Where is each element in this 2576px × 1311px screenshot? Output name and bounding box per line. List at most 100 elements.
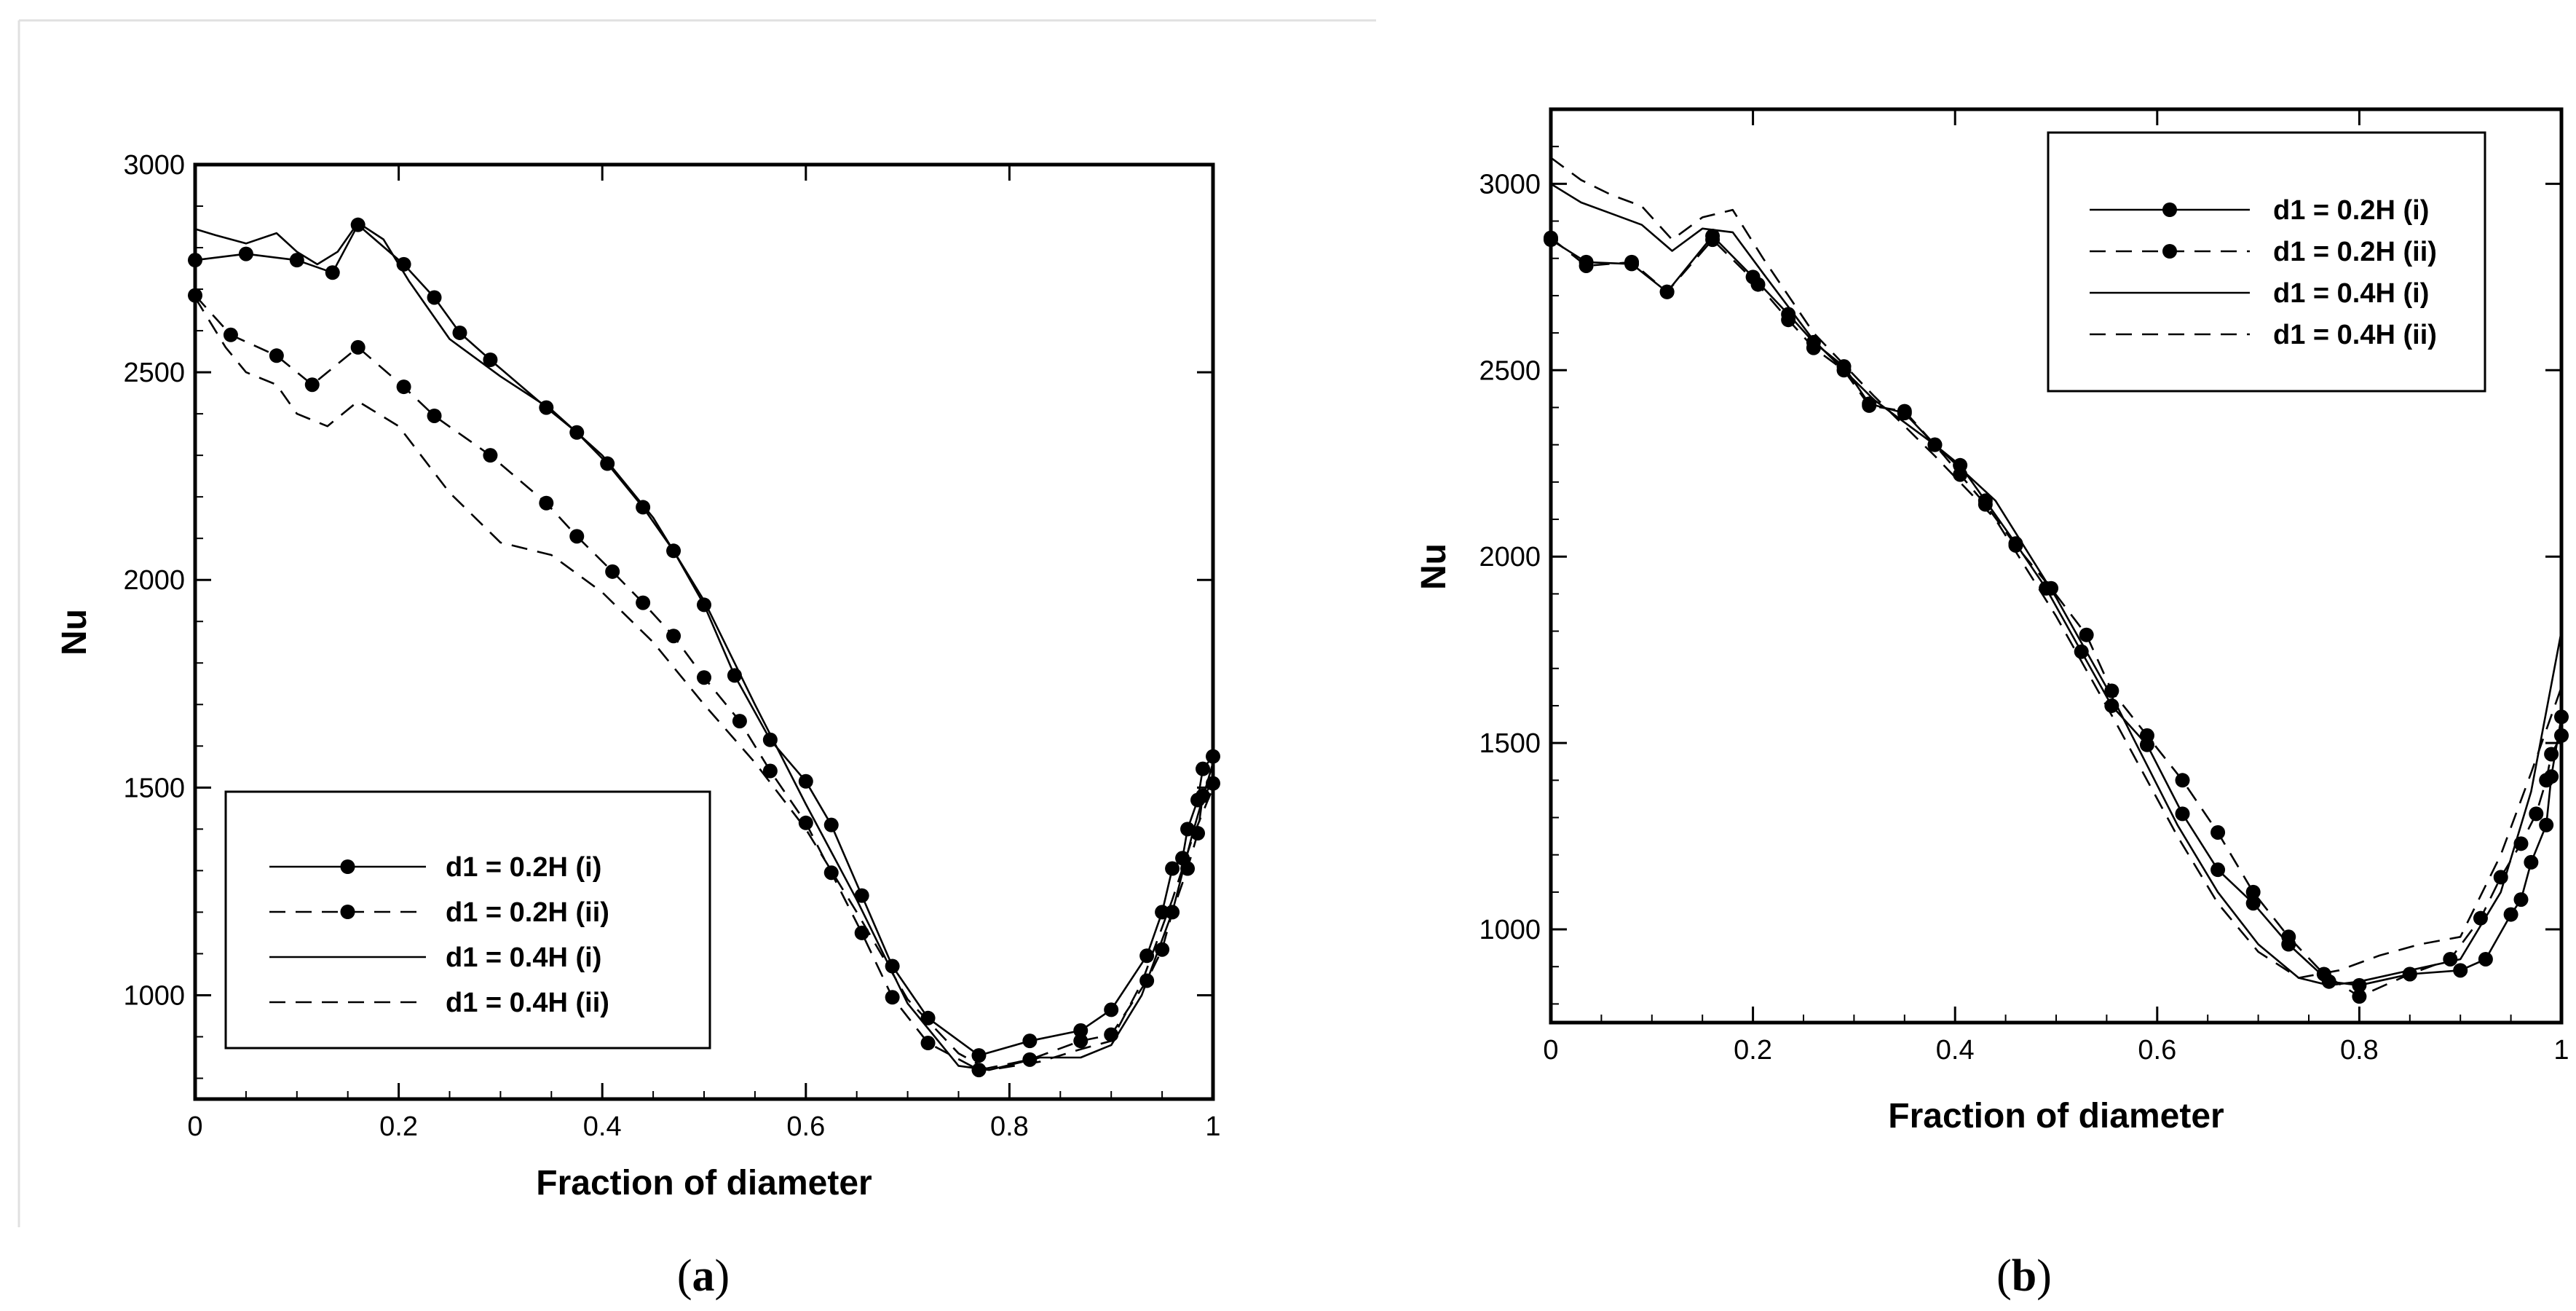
data-point <box>289 253 304 268</box>
x-tick-label: 0.8 <box>990 1111 1029 1142</box>
y-tick-label: 2000 <box>1479 542 1541 572</box>
data-point <box>1022 1034 1038 1049</box>
data-point <box>1155 905 1170 920</box>
x-tick-label: 1 <box>2553 1035 2569 1066</box>
legend: d1 = 0.2H (i) d1 = 0.2H (ii) d1 = 0.4H (i)… <box>224 790 711 1050</box>
chart-panel-a: 0 0.2 0.4 0.6 0.8 1 1000 1500 2000 2500 3000 Frac… <box>55 150 1221 1301</box>
data-point <box>854 925 869 940</box>
data-point <box>920 1036 936 1051</box>
data-point <box>732 714 747 729</box>
data-point <box>2210 824 2226 840</box>
legend-box <box>224 790 711 1050</box>
data-point <box>2352 989 2367 1004</box>
data-point <box>2139 728 2154 743</box>
x-tick-label: 0.4 <box>583 1111 622 1142</box>
x-tick-label: 0.2 <box>379 1111 418 1142</box>
data-point <box>2473 910 2488 926</box>
y-tick-label: 3000 <box>123 150 185 181</box>
data-point <box>483 353 498 368</box>
data-point <box>2245 896 2261 911</box>
caption-close-paren: ) <box>715 1251 730 1301</box>
series-line <box>194 296 1214 1071</box>
x-tick-label: 0.6 <box>786 1111 825 1142</box>
data-point <box>427 408 442 423</box>
data-point <box>697 670 711 685</box>
data-point <box>1953 467 1968 482</box>
y-tick-label: 1000 <box>123 980 185 1011</box>
series-lines <box>1544 157 2569 1004</box>
series-d1-0-2h-ii- <box>1544 230 2569 1004</box>
y-tick-label: 2500 <box>123 358 185 388</box>
x-tick-label: 0.4 <box>1936 1035 1975 1066</box>
legend-marker <box>340 905 355 919</box>
x-axis-title: Fraction of diameter <box>536 1164 872 1202</box>
data-point <box>2453 963 2468 978</box>
panel-caption: (b) <box>1996 1251 2052 1301</box>
caption-letter: a <box>692 1251 715 1301</box>
data-point <box>223 327 238 342</box>
x-tick-label: 0.8 <box>2340 1035 2379 1066</box>
legend-label: d1 = 0.4H (ii) <box>446 988 609 1018</box>
data-point <box>636 595 651 610</box>
data-point <box>2529 806 2544 822</box>
data-point <box>1196 761 1211 776</box>
plot-frame <box>193 162 1215 1101</box>
y-tick-label: 2000 <box>123 565 185 596</box>
legend-label: d1 = 0.2H (i) <box>2273 195 2429 226</box>
data-point <box>350 339 366 355</box>
series-d1-0-4h-i- <box>1550 183 2563 987</box>
data-point <box>2544 747 2559 762</box>
data-point <box>885 990 900 1005</box>
data-point <box>1624 254 1640 269</box>
data-point <box>483 448 498 463</box>
data-point <box>2513 892 2529 908</box>
data-point <box>666 629 681 644</box>
data-point <box>1659 284 1675 299</box>
legend-label: d1 = 0.4H (i) <box>446 942 601 973</box>
data-point <box>1705 232 1720 248</box>
y-axis-title: Nu <box>55 609 94 656</box>
x-tick-labels: 0 0.2 0.4 0.6 0.8 1 <box>1543 1035 2569 1066</box>
series-line <box>1550 235 2563 987</box>
y-tick-label: 3000 <box>1479 169 1541 200</box>
y-tick-label: 2500 <box>1479 355 1541 386</box>
data-point <box>2539 817 2554 832</box>
series-d1-0-4h-ii- <box>194 296 1214 1071</box>
data-point <box>1165 861 1180 876</box>
legend-label: d1 = 0.2H (i) <box>446 852 601 883</box>
data-point <box>2539 773 2554 788</box>
x-axis-title: Fraction of diameter <box>1888 1097 2224 1135</box>
plot-frame <box>1549 107 2564 1025</box>
data-point <box>325 265 340 280</box>
series-d1-0-4h-i- <box>194 221 1214 1071</box>
y-tick-labels: 1000 1500 2000 2500 3000 <box>1479 169 1541 945</box>
data-point <box>762 763 778 779</box>
data-point <box>1155 942 1170 957</box>
data-point <box>2281 929 2296 945</box>
data-point <box>798 815 813 830</box>
data-point <box>854 888 869 903</box>
y-tick-label: 1500 <box>123 773 185 803</box>
data-point <box>2210 862 2226 878</box>
data-point <box>1104 1002 1119 1017</box>
caption-close-paren: ) <box>2036 1251 2052 1301</box>
data-point <box>2079 627 2094 642</box>
data-point <box>971 1048 987 1063</box>
data-point <box>2104 683 2119 698</box>
data-point <box>2245 884 2261 899</box>
legend-marker <box>2162 202 2177 217</box>
data-point <box>1806 340 1821 355</box>
legend-marker <box>2162 244 2177 259</box>
data-point <box>539 495 554 511</box>
data-point <box>427 290 442 305</box>
data-point <box>2524 854 2539 870</box>
series-line <box>1550 183 2563 987</box>
series-d1-0-4h-ii- <box>1550 157 2563 979</box>
series-line <box>194 224 1214 1057</box>
data-point <box>1862 398 1877 413</box>
y-tick-label: 1500 <box>1479 728 1541 759</box>
y-tick-label: 1000 <box>1479 915 1541 945</box>
data-point <box>238 246 253 261</box>
legend: d1 = 0.2H (i) d1 = 0.2H (ii) d1 = 0.4H (i)… <box>2047 131 2486 393</box>
